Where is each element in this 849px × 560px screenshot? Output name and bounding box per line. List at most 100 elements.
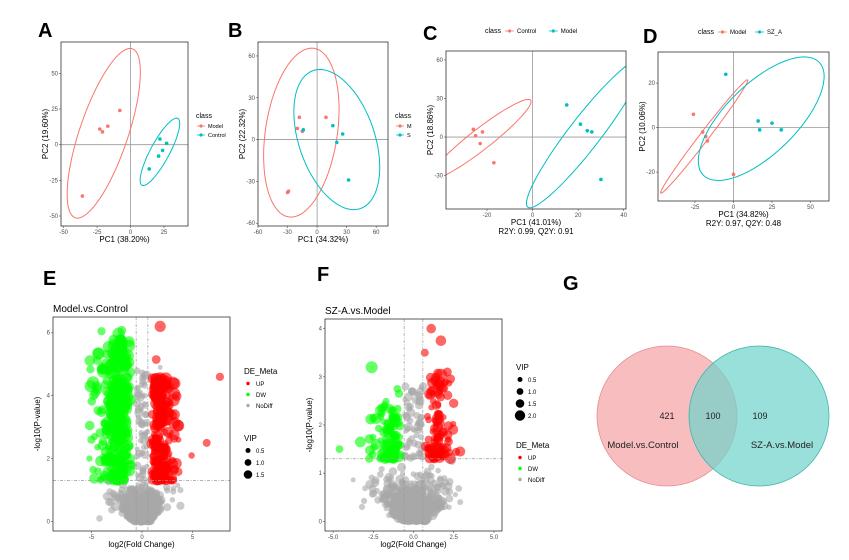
- volcano-point-up: [427, 386, 435, 393]
- volcano-point-nodiff: [406, 437, 412, 444]
- panel-letter-D: D: [643, 26, 657, 48]
- x-axis-label: PC1 (34.82%): [718, 210, 769, 219]
- volcano-point-up: [149, 419, 161, 431]
- volcano-point-nodiff: [411, 510, 417, 516]
- x-tick-label: -2.5: [368, 535, 379, 541]
- x-tick-label: -30: [283, 230, 292, 236]
- volcano-point-dw: [384, 447, 393, 456]
- panel-A: A -50 -25 0 25 -50 -25 0 25 50 PC1 (38.20%) PC2 (19…: [38, 20, 226, 244]
- x-tick-label: -60: [254, 230, 263, 236]
- data-point-sz_a: [770, 121, 774, 125]
- data-point-model: [731, 172, 736, 177]
- data-point-model: [599, 177, 603, 182]
- volcano-point-dw: [110, 468, 120, 478]
- volcano-point-nodiff: [130, 495, 136, 501]
- legend: DE_Meta UP DW NoDiff VIP 0.5 1.0 1.5: [243, 367, 278, 479]
- volcano-point-nodiff: [404, 403, 413, 411]
- legend-key-dw: [246, 392, 250, 397]
- volcano-point-nodiff: [170, 488, 177, 495]
- data-point-model: [297, 115, 302, 120]
- panel-letter-F: F: [317, 264, 329, 286]
- volcano-point-up: [150, 469, 162, 481]
- volcano-point-nodiff: [175, 482, 181, 488]
- y-tick-label: -60: [246, 221, 255, 227]
- y-tick-label: 60: [436, 58, 443, 64]
- volcano-point-dw: [394, 389, 404, 398]
- volcano-point-nodiff: [143, 489, 150, 495]
- volcano-point-dw: [369, 433, 377, 441]
- volcano-point-nodiff: [377, 471, 384, 478]
- x-axis-label: PC1 (34.32%): [298, 235, 349, 244]
- plot-area-B: [258, 42, 388, 226]
- volcano-point-nodiff: [428, 463, 435, 470]
- volcano-point-nodiff: [134, 446, 140, 452]
- volcano-point-dw: [377, 413, 385, 421]
- size-legend-entry: 2.0: [528, 414, 537, 420]
- volcano-point-dw: [97, 365, 110, 378]
- volcano-point-nodiff: [397, 462, 407, 472]
- volcano-point-up: [151, 355, 161, 364]
- volcano-point-nodiff: [452, 492, 458, 498]
- data-point-control: [158, 137, 162, 141]
- data-point-model: [118, 108, 122, 113]
- volcano-point-dw: [112, 327, 125, 340]
- size-legend-entry: 1.0: [256, 461, 265, 467]
- data-point-model: [585, 128, 590, 133]
- volcano-point-nodiff: [445, 494, 454, 503]
- x-tick-label: 40: [620, 213, 627, 219]
- plot-area-A: [61, 42, 188, 226]
- data-point-model: [286, 189, 291, 193]
- volcano-point-nodiff: [139, 467, 147, 475]
- volcano-point-nodiff: [169, 497, 176, 503]
- volcano-point-dw: [105, 430, 116, 440]
- volcano-point-nodiff: [177, 487, 184, 494]
- x-tick-label: 2.5: [450, 535, 459, 541]
- volcano-point-up: [172, 419, 184, 432]
- volcano-point-up: [215, 372, 224, 381]
- data-point-model: [105, 124, 110, 128]
- volcano-point-nodiff: [399, 471, 406, 477]
- size-legend-entry: 1.0: [528, 390, 537, 396]
- size-legend-entry: 0.5: [528, 378, 537, 384]
- data-point-control: [147, 167, 152, 171]
- volcano-point-dw: [379, 403, 388, 412]
- volcano-point-up: [435, 335, 447, 347]
- volcano-point-nodiff: [410, 426, 417, 433]
- volcano-point-nodiff: [384, 473, 393, 482]
- volcano-point-dw: [126, 460, 135, 469]
- data-point-sz_a: [331, 123, 335, 128]
- volcano-point-nodiff: [431, 509, 439, 517]
- y-tick-label: 0: [319, 519, 323, 525]
- data-point-model: [100, 130, 105, 134]
- legend-entry: DW: [256, 393, 266, 399]
- venn-label-right: SZ-A.vs.Model: [751, 440, 813, 451]
- x-tick-label: 0: [315, 230, 319, 236]
- volcano-point-up: [442, 367, 452, 377]
- volcano-point-dw: [108, 438, 115, 445]
- volcano-point-nodiff: [435, 506, 441, 512]
- volcano-point-dw: [119, 383, 133, 397]
- venn-label-left: Model.vs.Control: [607, 440, 678, 451]
- legend-key-point: [757, 30, 762, 34]
- venn-count-right: 109: [752, 411, 767, 421]
- y-tick-label: 2: [47, 457, 51, 463]
- size-legend-key: [243, 470, 253, 479]
- legend: class Model Control: [196, 113, 226, 139]
- y-tick-label: 30: [436, 97, 443, 103]
- legend-title: class: [196, 113, 212, 120]
- data-point-sz_a: [334, 140, 339, 145]
- y-tick-label: 2: [319, 423, 323, 429]
- model-stats: R2Y: 0.97, Q2Y: 0.48: [706, 219, 782, 228]
- y-axis-label: -log10(P-value): [305, 397, 314, 452]
- y-tick-label: -30: [246, 179, 255, 185]
- volcano-point-nodiff: [358, 503, 366, 510]
- volcano-point-up: [441, 379, 449, 387]
- volcano-point-up: [158, 401, 172, 415]
- x-tick-label: -5.0: [328, 535, 339, 541]
- volcano-point-nodiff: [141, 392, 148, 399]
- legend-entry: Control: [517, 29, 536, 35]
- volcano-point-up: [449, 398, 459, 408]
- venn-count-left: 421: [659, 411, 674, 421]
- volcano-point-nodiff: [388, 507, 398, 517]
- size-legend-entry: 1.5: [528, 402, 537, 408]
